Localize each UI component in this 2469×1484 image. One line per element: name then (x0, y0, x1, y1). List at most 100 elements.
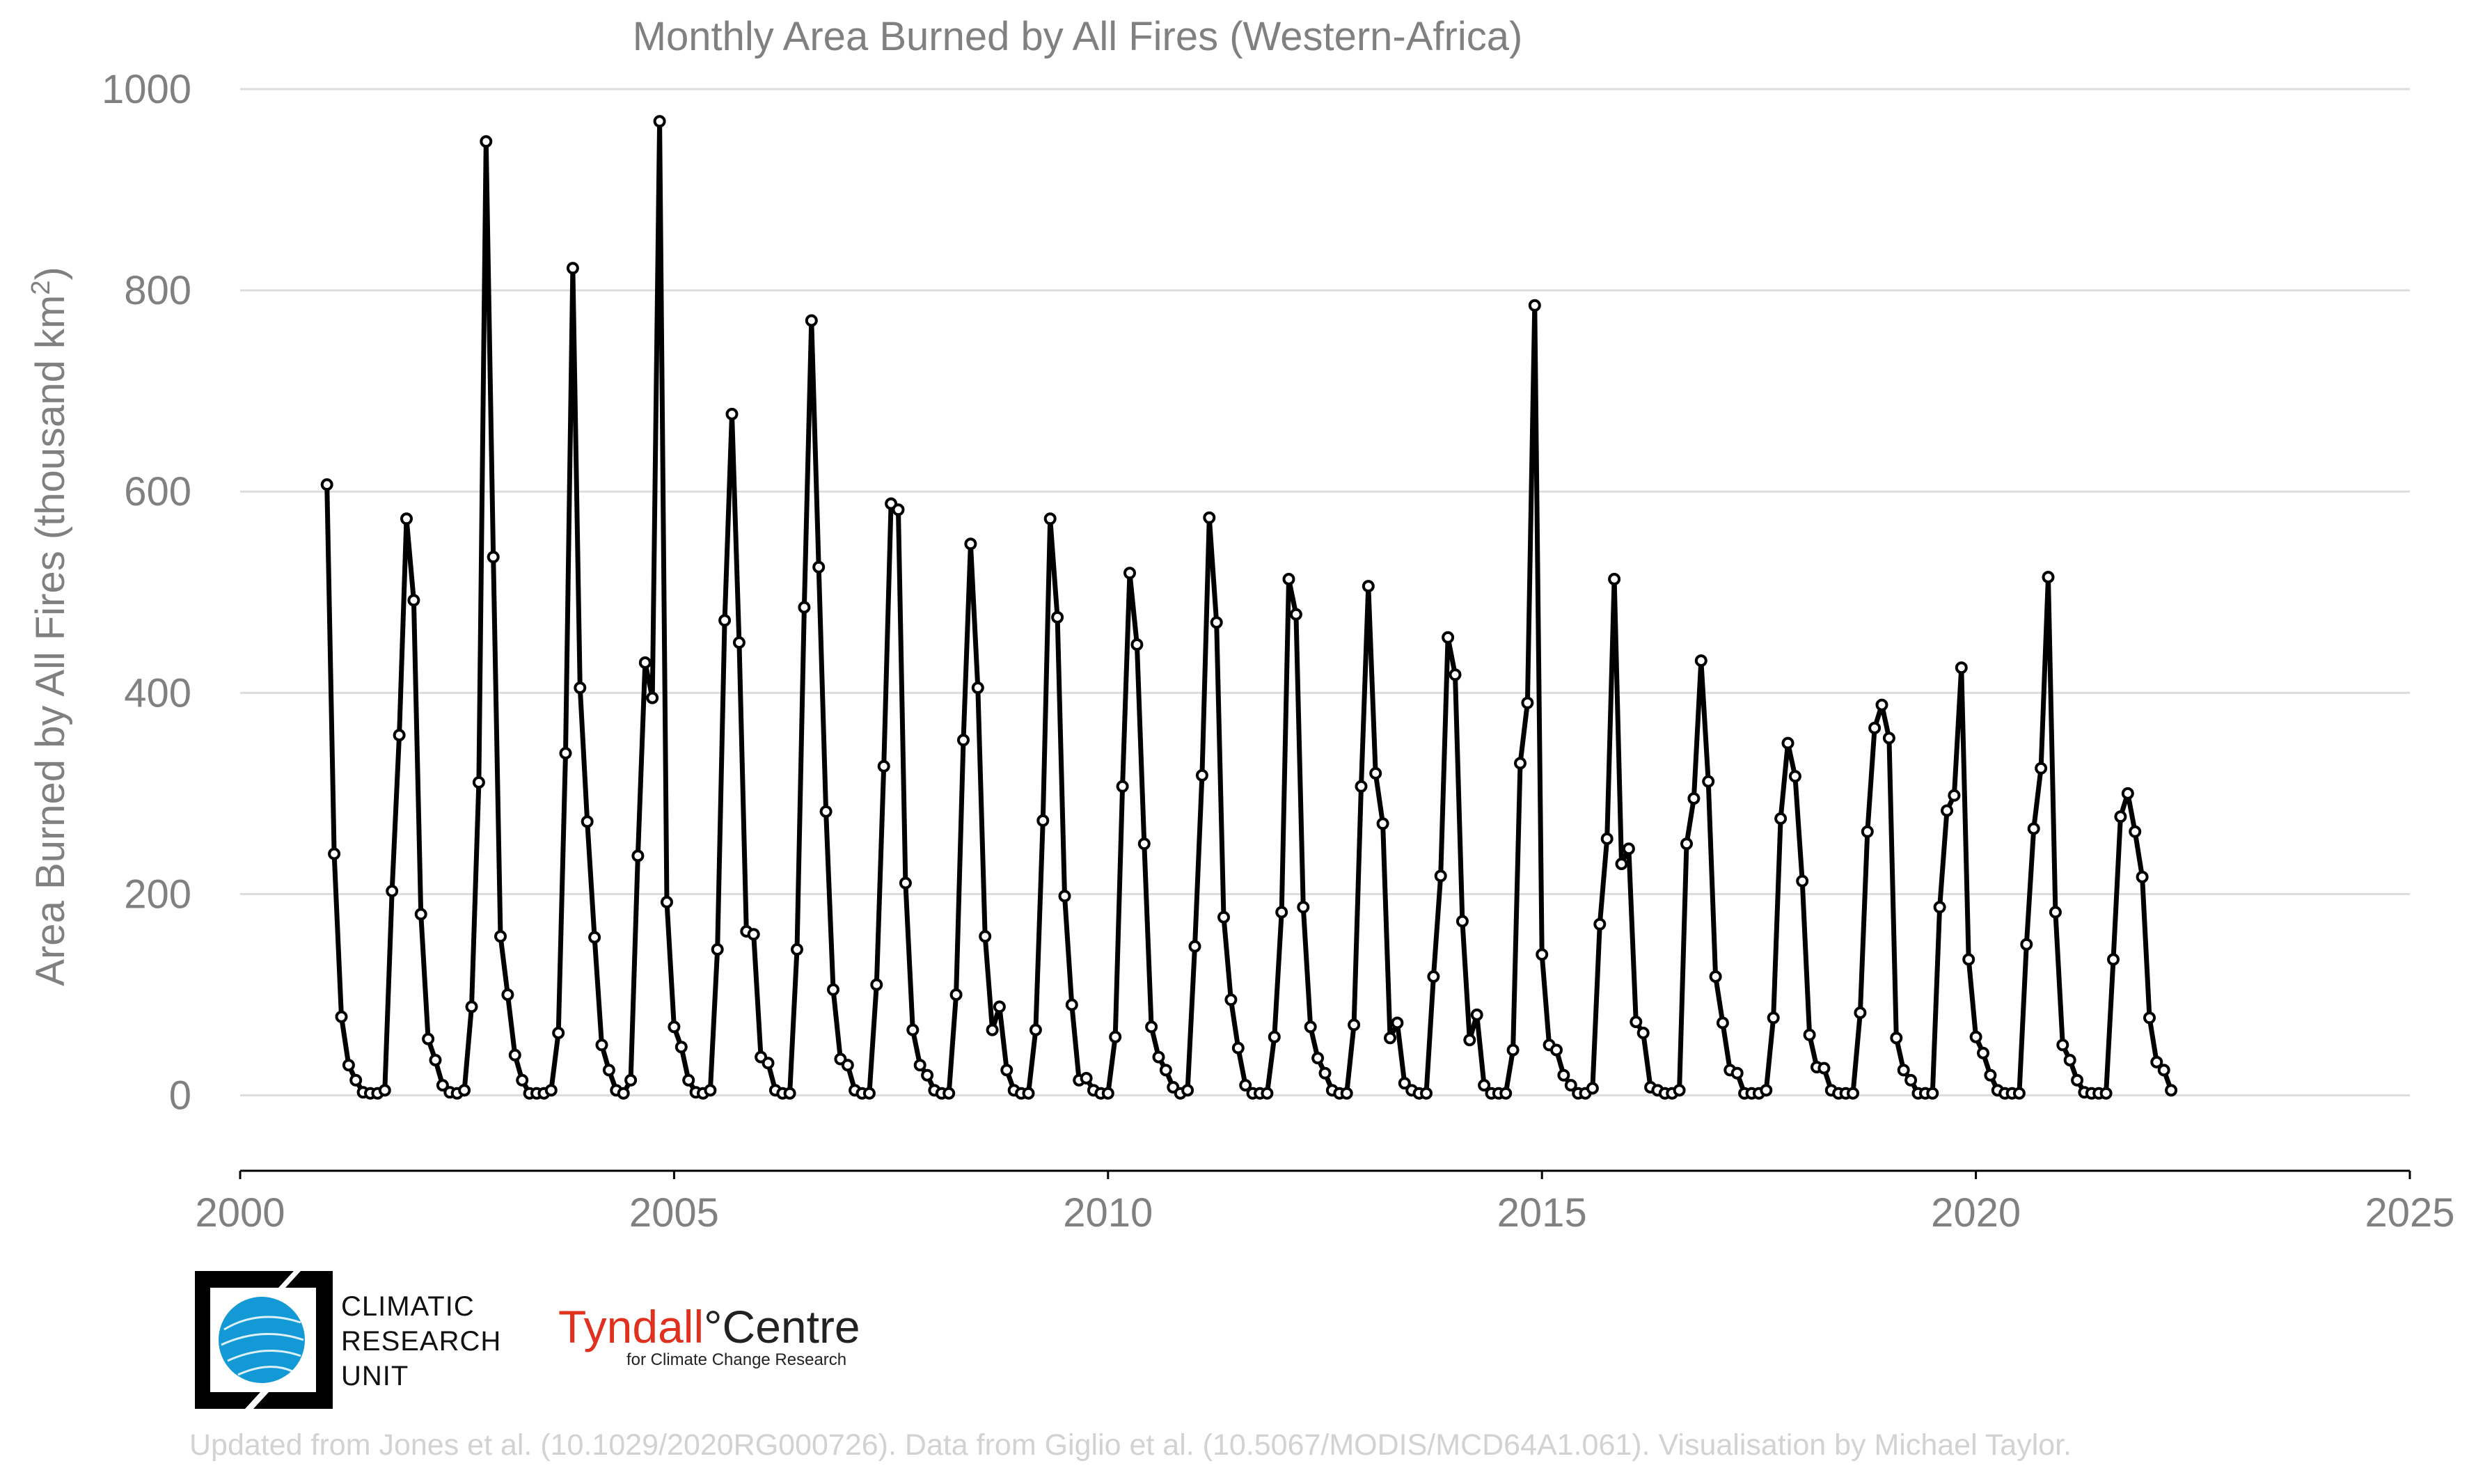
data-point (508, 1048, 521, 1061)
data-point (732, 636, 746, 649)
data-point (342, 1059, 355, 1072)
data-point (516, 1073, 529, 1087)
data-point (2150, 1055, 2163, 1068)
data-point (1875, 698, 1888, 711)
x-tick-label: 2020 (1931, 1190, 2021, 1236)
data-point (791, 943, 803, 956)
data-point (1101, 1087, 1114, 1100)
data-point (1275, 906, 1288, 919)
data-point (1694, 654, 1707, 668)
data-point (1593, 917, 1607, 931)
data-point (393, 729, 406, 742)
data-point (320, 478, 333, 491)
series (320, 115, 2178, 1100)
data-point (1984, 1068, 1997, 1082)
data-point (624, 1073, 638, 1087)
data-point (1702, 775, 1715, 788)
x-tick-label: 2005 (629, 1190, 719, 1236)
data-point (1043, 512, 1057, 526)
data-point (1904, 1073, 1918, 1087)
y-axis-label: Area Burned by All Fires (thousand km2) (26, 267, 73, 986)
data-point (805, 314, 818, 327)
tyndall-subtitle: for Climate Change Research (626, 1350, 847, 1369)
data-point (661, 896, 673, 908)
cru-logo-frame-right (253, 1271, 333, 1409)
data-point (1933, 901, 1946, 914)
data-point (436, 1079, 449, 1092)
data-point (386, 885, 399, 898)
y-axis-label-superscript: 2 (26, 281, 56, 295)
y-tick-label: 400 (124, 670, 191, 716)
data-point (870, 978, 883, 991)
cru-line-1: CLIMATIC (341, 1291, 475, 1322)
data-point (668, 1020, 681, 1034)
data-point (544, 1084, 558, 1097)
data-point (899, 876, 912, 890)
data-point (378, 1084, 391, 1097)
data-point (979, 930, 992, 943)
data-point (1340, 1087, 1353, 1100)
data-point (1969, 1030, 1982, 1043)
data-point (841, 1059, 854, 1072)
data-point (798, 601, 811, 614)
y-tick-label: 1000 (102, 67, 191, 112)
x-tick-label: 2000 (195, 1190, 285, 1236)
data-point (877, 759, 890, 773)
data-point (1348, 1018, 1361, 1032)
data-point (1760, 1084, 1773, 1097)
data-point (711, 943, 724, 956)
data-point (1861, 825, 1874, 838)
data-point (1687, 792, 1701, 805)
data-point (1882, 732, 1895, 745)
data-point (1137, 837, 1151, 851)
data-point (1058, 890, 1071, 903)
data-point (1557, 1068, 1570, 1082)
data-point (1000, 1064, 1013, 1077)
data-point (942, 1087, 956, 1100)
tyndall-name: Tyndall (558, 1301, 704, 1352)
data-point (1506, 1043, 1520, 1057)
data-point (747, 928, 760, 941)
data-point (1420, 1087, 1433, 1100)
data-point (964, 537, 977, 551)
data-point (1796, 874, 1809, 887)
data-point (718, 614, 732, 627)
data-point (1680, 837, 1693, 851)
data-point (2020, 938, 2033, 951)
data-point (1630, 1016, 1643, 1029)
y-axis-label-tail: ) (28, 267, 73, 280)
data-point (986, 1023, 999, 1036)
data-point (812, 560, 826, 574)
data-point (971, 681, 984, 695)
data-point (1224, 993, 1238, 1007)
chart-title: Monthly Area Burned by All Fires (Wester… (633, 14, 1523, 59)
data-point (1159, 1064, 1172, 1077)
data-point (1398, 1077, 1411, 1090)
data-point (1080, 1072, 1093, 1084)
data-point (1369, 767, 1382, 780)
data-point (1384, 1032, 1396, 1045)
data-point (1268, 1030, 1281, 1043)
x-tick-label: 2010 (1063, 1190, 1153, 1236)
data-point (862, 1087, 876, 1100)
y-tick-label: 0 (169, 1073, 191, 1119)
data-point (465, 1000, 478, 1013)
data-point (1152, 1050, 1165, 1064)
data-point (1962, 953, 1975, 966)
data-point (1051, 610, 1064, 624)
tyndall-centre: Centre (722, 1301, 860, 1352)
data-point (588, 931, 601, 944)
tyndall-degree: ° (704, 1301, 723, 1352)
data-point (704, 1084, 717, 1097)
data-point (414, 908, 427, 921)
globe-lines (221, 1316, 304, 1376)
data-point (913, 1059, 926, 1072)
data-point (1195, 768, 1208, 782)
data-point (1673, 1084, 1686, 1097)
data-point (1239, 1079, 1252, 1092)
data-point (2129, 825, 2142, 838)
data-point (472, 776, 485, 789)
data-point (2063, 1054, 2076, 1066)
gridlines (240, 88, 2410, 1097)
data-point (400, 512, 413, 526)
